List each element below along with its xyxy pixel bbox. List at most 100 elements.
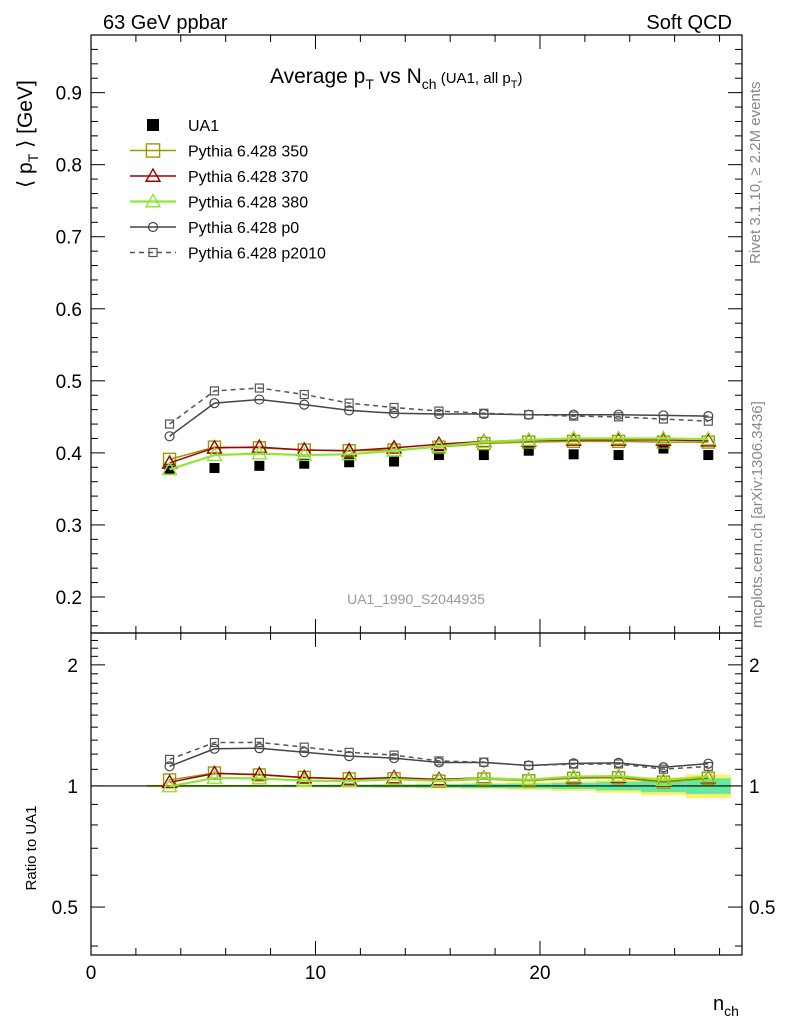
ratio-marker-pythia-6-428-380 [655,771,672,787]
ratio-marker-pythia-6-428-380 [565,768,582,783]
ratio-marker-pythia-6-428-p2010 [389,750,399,760]
ratio-marker-pythia-6-428-380 [161,778,178,793]
uncertainty-band [91,774,742,799]
ratio-marker-pythia-6-428-p2010 [613,759,624,769]
ratio-marker-pythia-6-428-380 [340,772,358,788]
series-marker-pythia-6-428-p2010 [434,406,444,416]
data-point-ua1 [478,450,489,461]
main-y-tick-label: 0.6 [56,300,82,321]
series-marker-pythia-6-428-p2010 [613,412,624,422]
main-y-tick-label: 0.7 [56,228,82,249]
legend-marker-pythia-6-428-p0 [147,221,159,233]
legend-label-ua1: UA1 [188,118,219,135]
series-marker-pythia-6-428-p0 [299,399,310,410]
legend-marker-pythia-6-428-370 [144,167,162,182]
legend-marker-pythia-6-428-350 [145,143,161,158]
series-marker-pythia-6-428-p0 [164,431,175,442]
ratio-marker-pythia-6-428-p2010 [658,764,669,774]
rivet-version-label: Rivet 3.1.10, ≥ 2.2M events [747,82,764,265]
series-marker-pythia-6-428-380 [520,431,537,446]
ratio-marker-pythia-6-428-p2010 [254,737,264,748]
ratio-y-axis-label: Ratio to UA1 [23,805,40,890]
main-y-tick-label: 0.8 [56,156,82,177]
series-line-pythia-6-428-p2010 [169,387,709,425]
legend-marker-ua1 [147,119,159,131]
series-marker-pythia-6-428-380 [610,430,627,445]
ratio-marker-pythia-6-428-p2010 [164,754,175,765]
series-marker-pythia-6-428-380 [655,430,672,445]
legend-label-pythia-6-428-p2010: Pythia 6.428 p2010 [188,246,326,263]
series-marker-pythia-6-428-380 [251,445,268,460]
series-marker-pythia-6-428-p0 [344,405,355,416]
ratio-marker-pythia-6-428-380 [430,772,448,787]
main-y-tick-label: 0.9 [56,84,82,105]
ratio-marker-pythia-6-428-p2010 [524,760,534,771]
main-y-tick-label: 0.5 [56,372,82,393]
series-marker-pythia-6-428-380 [565,430,582,445]
ratio-y-tick-label: 0.5 [52,898,78,919]
main-axis-ticks: 0.2 0.3 0.4 0.5 0.6 0.7 0.8 0.9 [56,35,742,633]
series-marker-pythia-6-428-380 [430,437,448,453]
data-point-ua1 [433,450,444,461]
ratio-marker-pythia-6-428-p2010 [299,742,309,752]
analysis-watermark: UA1_1990_S2044935 [347,591,485,607]
ratio-y-tick-label-right: 1 [749,777,760,798]
ratio-marker-pythia-6-428-350 [656,775,671,789]
ratio-y-tick-label: 2 [67,656,78,677]
series-marker-pythia-6-428-380 [700,430,717,446]
series-marker-pythia-6-428-p2010 [299,389,309,400]
legend-label-pythia-6-428-370: Pythia 6.428 370 [188,169,308,186]
series-marker-pythia-6-428-380 [206,446,223,461]
ratio-marker-pythia-6-428-370 [296,769,313,784]
ratio-marker-pythia-6-428-380 [520,771,537,786]
ratio-marker-pythia-6-428-p2010 [209,737,220,748]
ratio-marker-pythia-6-428-370 [385,769,403,784]
series-line-pythia-6-428-380 [169,437,709,471]
series-marker-pythia-6-428-350 [162,452,177,467]
ratio-marker-pythia-6-428-p0 [164,761,175,772]
series-marker-pythia-6-428-380 [296,446,313,461]
legend-marker-pythia-6-428-p2010 [148,247,158,258]
data-point-ua1 [568,449,579,460]
data-point-ua1 [209,463,220,474]
series-marker-pythia-6-428-380 [161,461,178,476]
ratio-marker-pythia-6-428-p2010 [479,757,489,767]
series-line-pythia-6-428-p0 [169,398,709,437]
data-point-ua1 [613,450,624,461]
ratio-y-tick-label-right: 2 [749,656,760,677]
ratio-line-pythia-6-428-p2010 [169,741,709,770]
ratio-marker-pythia-6-428-380 [296,772,313,787]
series-marker-pythia-6-428-380 [475,433,493,449]
data-point-ua1 [703,450,714,461]
ratio-marker-pythia-6-428-p2010 [569,759,579,769]
ratio-marker-pythia-6-428-380 [700,768,717,783]
ratio-marker-pythia-6-428-p2010 [434,756,444,766]
ratio-marker-pythia-6-428-370 [251,766,268,781]
ratio-marker-pythia-6-428-380 [610,767,627,783]
series-marker-pythia-6-428-p0 [209,398,220,409]
ratio-marker-pythia-6-428-380 [251,770,268,785]
series-marker-pythia-6-428-p2010 [479,408,489,418]
main-series-group [161,383,717,476]
series-marker-pythia-6-428-p0 [254,394,265,405]
data-point-ua1 [299,458,310,469]
main-y-tick-label: 0.2 [56,588,82,609]
series-marker-pythia-6-428-370 [251,438,268,454]
series-marker-pythia-6-428-p2010 [658,414,669,424]
x-tick-label: 0 [86,963,97,984]
ratio-marker-pythia-6-428-p0 [254,743,265,754]
series-marker-pythia-6-428-370 [340,442,358,457]
ratio-axis-ticks: 0.5 0.51 12 20 10 20 [52,633,775,984]
series-marker-pythia-6-428-p2010 [254,383,264,393]
legend-label-pythia-6-428-380: Pythia 6.428 380 [188,195,308,212]
main-plot-title: Average pT vs Nch (UA1, all pT) [270,65,523,92]
series-marker-pythia-6-428-p2010 [524,410,534,420]
ratio-marker-pythia-6-428-380 [206,769,223,784]
ratio-series-group [161,737,717,793]
series-marker-pythia-6-428-370 [206,439,223,454]
header-category-label: Soft QCD [646,12,732,34]
series-marker-pythia-6-428-p2010 [344,398,354,408]
series-marker-pythia-6-428-p2010 [389,402,399,413]
legend-label-pythia-6-428-350: Pythia 6.428 350 [188,144,308,161]
